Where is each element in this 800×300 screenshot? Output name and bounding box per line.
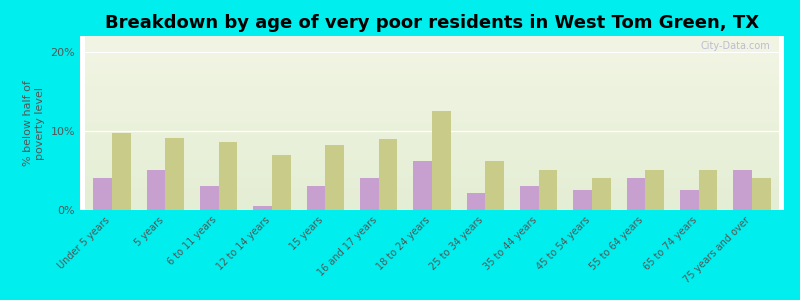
Text: City-Data.com: City-Data.com bbox=[700, 41, 770, 51]
Bar bbox=[520, 186, 538, 210]
Bar bbox=[112, 133, 130, 210]
Bar bbox=[752, 178, 770, 210]
Bar bbox=[146, 170, 166, 210]
Bar bbox=[538, 170, 558, 210]
Bar bbox=[432, 111, 450, 210]
Bar bbox=[166, 138, 184, 210]
Title: Breakdown by age of very poor residents in West Tom Green, TX: Breakdown by age of very poor residents … bbox=[105, 14, 759, 32]
Y-axis label: % below half of
poverty level: % below half of poverty level bbox=[23, 80, 45, 166]
Bar bbox=[218, 142, 238, 210]
Bar bbox=[466, 193, 486, 210]
Bar bbox=[734, 170, 752, 210]
Bar bbox=[200, 186, 218, 210]
Bar bbox=[254, 206, 272, 210]
Bar bbox=[378, 139, 398, 210]
Bar bbox=[306, 186, 326, 210]
Bar bbox=[94, 178, 112, 210]
Bar bbox=[360, 178, 378, 210]
Bar bbox=[698, 170, 718, 210]
Bar bbox=[574, 190, 592, 210]
Bar bbox=[486, 161, 504, 210]
Bar bbox=[326, 145, 344, 210]
Bar bbox=[626, 178, 646, 210]
Bar bbox=[414, 161, 432, 210]
Bar bbox=[646, 170, 664, 210]
Bar bbox=[680, 190, 698, 210]
Bar bbox=[272, 154, 290, 210]
Bar bbox=[592, 178, 610, 210]
